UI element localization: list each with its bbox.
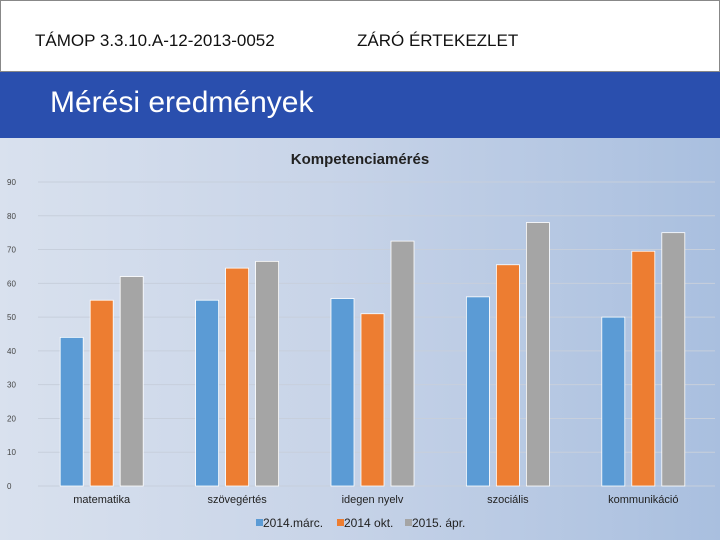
bar-2-1 — [89, 299, 114, 487]
bar-1-3 — [330, 298, 355, 487]
page-title: Mérési eredmények — [50, 86, 314, 119]
title-band — [0, 72, 720, 138]
y-tick-label: 40 — [7, 347, 16, 356]
category-label: idegen nyelv — [342, 494, 404, 506]
y-tick-label: 90 — [7, 178, 16, 187]
bar-3-5 — [661, 232, 686, 487]
meeting-title: ZÁRÓ ÉRTEKEZLET — [357, 31, 519, 50]
y-tick-label: 80 — [7, 212, 16, 221]
legend-label: 2014.márc. — [263, 516, 323, 530]
legend-label: 2014 okt. — [344, 516, 393, 530]
bar-1-1 — [59, 336, 84, 487]
bar-2-5 — [631, 250, 656, 487]
y-tick-label: 60 — [7, 279, 16, 288]
y-tick-label: 70 — [7, 246, 16, 255]
y-tick-label: 30 — [7, 381, 16, 390]
category-label: szociális — [487, 494, 529, 506]
bar-2-4 — [495, 264, 520, 487]
bar-2-2 — [225, 267, 250, 487]
bar-3-2 — [255, 260, 280, 487]
legend-swatch — [405, 519, 412, 526]
project-code: TÁMOP 3.3.10.A-12-2013-0052 — [35, 31, 275, 50]
header-bar: TÁMOP 3.3.10.A-12-2013-0052 ZÁRÓ ÉRTEKEZ… — [0, 0, 720, 72]
bar-1-2 — [195, 299, 220, 487]
bar-3-3 — [390, 240, 415, 487]
legend-swatch — [337, 519, 344, 526]
y-tick-label: 20 — [7, 414, 16, 423]
category-label: kommunikáció — [608, 494, 678, 506]
category-label: matematika — [73, 494, 131, 506]
y-tick-label: 50 — [7, 313, 16, 322]
chart-title: Kompetenciamérés — [291, 151, 429, 168]
bar-1-4 — [465, 296, 490, 487]
legend-label: 2015. ápr. — [412, 516, 465, 530]
y-tick-label: 0 — [7, 482, 12, 491]
bar-3-1 — [119, 276, 144, 487]
bar-1-5 — [601, 316, 626, 487]
y-tick-label: 10 — [7, 448, 16, 457]
legend-swatch — [256, 519, 263, 526]
bar-3-4 — [526, 222, 550, 487]
category-label: szövegértés — [207, 494, 267, 506]
bar-2-3 — [360, 313, 385, 487]
